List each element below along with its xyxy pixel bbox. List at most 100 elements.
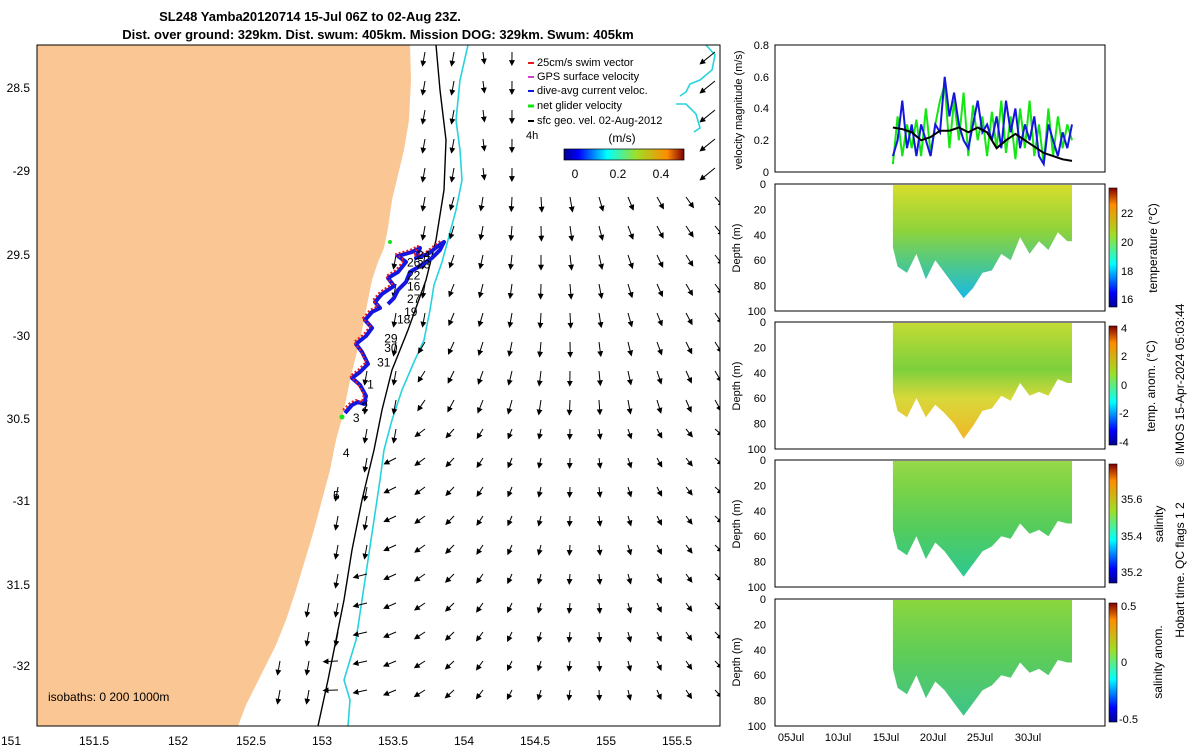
velocity-arrow-55 [627,254,634,270]
salinity-frame [774,459,1106,588]
depth-tick-1-0: 0 [760,317,766,329]
salinity-anomaly-cbar-label: salinity anom. [1151,625,1165,698]
velocity-arrow-72 [420,312,427,328]
surface-velocity-vectors [275,51,720,705]
velocity-arrow-24 [699,167,716,181]
velocity-arrow-210 [507,602,513,614]
velocity-arrow-189 [333,573,340,589]
velocity-arrow-68 [656,283,664,298]
velocity-arrow-142 [596,457,603,469]
velocity-arrow-43 [627,225,634,240]
salinity-colorbar [1108,463,1118,584]
velocity-arrow-262 [656,689,662,701]
temp-anomaly-cbar-tick-m4: -4 [1119,437,1129,449]
velocity-y-tick-0.2: 0.2 [754,135,769,147]
velocity-arrow-28 [508,196,515,213]
velocity-arrow-14 [699,109,716,123]
velocity-arrow-134 [362,457,369,473]
velocity-arrow-21 [449,167,456,183]
track-start-marker [339,414,345,420]
velocity-arrow-160 [714,486,720,495]
velocity-arrow-219 [333,631,340,647]
day-label-19: 19 [404,305,418,319]
velocity-arrow-188 [714,544,720,553]
track-end-marker [388,240,392,244]
velocity-arrow-100 [506,370,513,386]
velocity-arrow-245 [626,660,633,672]
temperature-cbar-tick-16: 16 [1121,294,1133,306]
land-mass [37,45,411,726]
velocity-arrow-20 [420,167,427,183]
velocity-arrow-84 [417,341,426,354]
velocity-arrow-248 [714,660,720,669]
velocity-arrow-124 [445,428,455,439]
velocity-arrow-93 [685,341,693,355]
velocity-arrow-152 [476,486,484,497]
velocity-arrow-250 [304,689,311,705]
velocity-arrow-196 [536,573,543,585]
velocity-arrow-198 [596,573,603,585]
depth-tick-1-80: 80 [754,419,766,431]
day-label-18: 18 [397,313,411,327]
temp-anomaly-cbar-label: temp. anom. (°C) [1144,340,1158,432]
velocity-arrow-27 [478,196,485,212]
velocity-arrow-123 [414,428,426,438]
velocity-arrow-241 [507,660,513,671]
velocity-arrow-58 [714,254,720,266]
velocity-arrow-246 [656,660,662,672]
velocity-arrow-26 [448,196,455,211]
velocity-arrow-81 [685,312,693,326]
depth-tick-3-60: 60 [754,670,766,682]
velocity-arrow-168 [536,515,543,527]
legend-label-gps: GPS surface velocity [537,71,640,83]
depth-tick-0-60: 60 [754,255,766,267]
dive-avg-track [343,240,446,415]
velocity-arrow-97 [417,370,426,383]
velocity-arrow-221 [383,631,397,638]
velocity-arrow-236 [352,659,368,666]
velocity-arrow-22 [480,167,487,181]
velocity-arrow-53 [568,254,575,271]
velocity-arrow-129 [596,428,603,440]
velocity-y-tick-0.6: 0.6 [754,72,769,84]
temp-anomaly-colorbar [1108,325,1118,446]
map-y-tick-29: -29 [13,164,31,178]
velocity-arrow-86 [477,341,484,357]
isobath-200m-line [317,45,447,726]
velocity-arrow-57 [685,254,694,267]
velocity-arrow-16 [449,138,456,154]
velocity-arrow-261 [626,689,633,701]
velocity-arrow-254 [413,689,426,698]
legend-label-net-glider: net glider velocity [537,100,622,112]
map-y-tick-31: -31 [13,494,31,508]
velocity-arrow-222 [413,631,426,640]
velocity-arrow-216 [685,602,693,612]
velocity-sfc-geo-line [892,126,1073,162]
velocity-arrow-153 [507,486,513,498]
time-x-tick-10Jul: 10Jul [825,732,851,744]
map-y-tick-30: -30 [13,329,31,343]
salinity-y-label: Depth (m) [731,500,743,549]
velocity-arrow-255 [444,689,455,699]
velocity-arrow-224 [475,631,484,642]
velocity-arrow-137 [445,457,455,468]
map-y-tick-32: -32 [13,659,31,673]
temperature-cbar-tick-22: 22 [1121,208,1133,220]
velocity-arrow-70 [714,283,720,295]
salinity-anomaly-cbar-tick-m0.5: -0.5 [1119,714,1138,726]
velocity-arrow-11 [449,109,456,125]
map-y-axis: 28.5 -29 29.5 -30 30.5 -31 31.5 -32 [7,81,31,673]
velocity-arrow-51 [507,254,514,271]
salinity-anomaly-panel: 0 20 40 60 80 100 Depth (m) -0.5 0 0.5 salini… [731,594,1165,744]
speed-colorbar-tick-0.4: 0.4 [653,167,670,181]
velocity-arrow-109 [391,399,398,415]
map-title-line2: Dist. over ground: 329km. Dist. swum: 40… [122,27,634,42]
depth-tick-1-20: 20 [754,342,766,354]
isobath-1000m-line [343,45,716,726]
velocity-arrow-154 [536,486,543,498]
velocity-arrow-60 [420,283,427,299]
temperature-cbar-tick-18: 18 [1121,266,1133,278]
velocity-arrow-87 [507,341,514,357]
day-label-24: 24 [417,248,431,262]
velocity-frame [774,44,1106,173]
